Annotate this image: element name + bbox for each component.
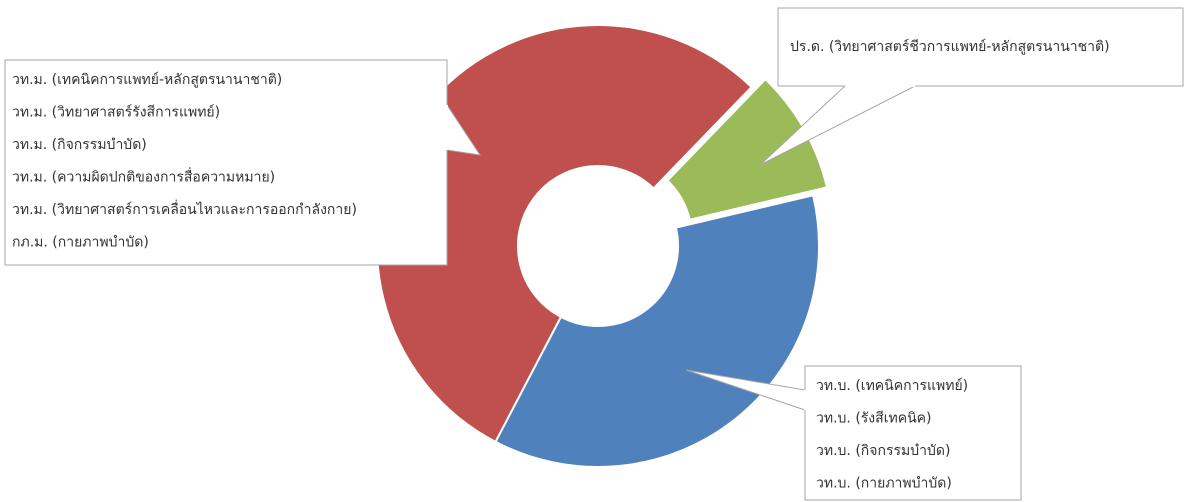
data-label: ปร.ด. (วิทยาศาสตร์ชีวการแพทย์-หลักสูตรนา… [790,38,1110,55]
callout-box [804,365,1022,501]
callout-box [4,59,448,266]
data-label: วท.บ. (กิจกรรมบำบัด) [816,443,950,459]
data-label: วท.ม. (เทคนิคการแพทย์-หลักสูตรนานาชาติ) [12,71,282,88]
data-label: วท.ม. (กิจกรรมบำบัด) [12,137,147,153]
data-label: กภ.ม. (กายภาพบำบัด) [12,235,149,251]
data-label: วท.ม. (วิทยาศาสตร์การเคลื่อนไหวและการออก… [12,200,357,218]
data-label: วท.ม. (ความผิดปกติของการสื่อความหมาย) [12,168,275,186]
callout-box [777,7,1184,87]
data-label: วท.ม. (วิทยาศาสตร์รังสีการแพทย์) [12,104,220,121]
donut-slice [666,77,829,221]
donut-slice [494,194,820,468]
donut-slice [376,24,753,444]
data-label: วท.บ. (รังสีเทคนิค) [816,411,931,427]
data-label: วท.บ. (กายภาพบำบัด) [816,476,952,492]
data-label: วท.บ. (เทคนิคการแพทย์) [816,377,968,394]
